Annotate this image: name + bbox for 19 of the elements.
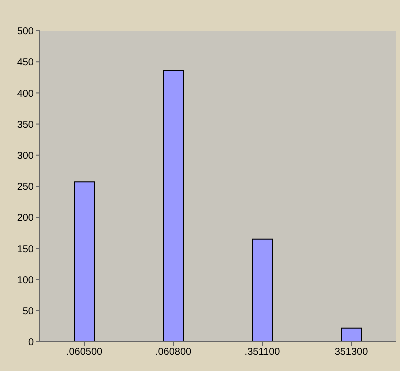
y-tick-label: 500 — [17, 26, 34, 38]
y-tick-label: 400 — [17, 88, 34, 100]
x-tick-label: .060800 — [155, 347, 192, 358]
y-tick-label: 300 — [17, 150, 34, 162]
bar — [74, 182, 96, 342]
y-tick-label: 200 — [17, 213, 34, 224]
y-tick-label: 0 — [28, 338, 34, 349]
x-tick-label: 351300 — [334, 347, 369, 358]
bar — [252, 238, 274, 342]
y-tick-label: 100 — [17, 275, 34, 286]
y-tick-label: 150 — [17, 244, 34, 256]
x-tick-label: .060500 — [66, 347, 104, 358]
y-tick-label: 50 — [22, 306, 34, 318]
y-tick-label: 250 — [17, 182, 34, 194]
bar — [164, 70, 184, 342]
y-tick-label: 350 — [17, 120, 34, 131]
y-tick-label: 450 — [17, 58, 34, 69]
x-tick-label: .351100 — [244, 347, 281, 358]
bar — [342, 328, 362, 342]
